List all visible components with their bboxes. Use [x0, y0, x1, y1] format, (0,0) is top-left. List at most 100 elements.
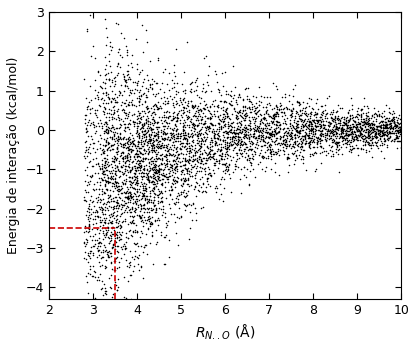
Point [89, 173, 96, 178]
Point [346, 137, 353, 143]
Point [296, 102, 302, 108]
Point [102, 230, 109, 235]
Point [183, 138, 190, 143]
Point [379, 142, 386, 148]
Point [180, 97, 186, 103]
Point [365, 123, 371, 129]
Point [103, 120, 109, 125]
Point [124, 190, 131, 195]
Point [122, 153, 129, 159]
Point [146, 188, 153, 194]
Point [200, 188, 206, 194]
Point [303, 110, 310, 116]
Point [170, 151, 177, 157]
Point [99, 108, 106, 113]
Point [116, 46, 122, 52]
Point [185, 188, 191, 193]
Point [95, 94, 102, 99]
Point [84, 239, 91, 245]
Point [153, 155, 159, 161]
Point [198, 185, 205, 190]
Point [380, 132, 386, 137]
Point [182, 157, 189, 163]
Point [289, 141, 296, 147]
Point [210, 135, 217, 141]
Point [241, 142, 248, 147]
Point [221, 134, 228, 140]
Point [282, 136, 289, 142]
Point [111, 82, 118, 87]
Point [134, 139, 141, 145]
Point [113, 179, 119, 185]
Point [95, 103, 102, 108]
Point [99, 228, 106, 233]
Point [169, 157, 176, 163]
Point [391, 119, 397, 125]
Point [118, 136, 124, 142]
Point [108, 161, 114, 167]
Point [223, 164, 229, 170]
Point [155, 131, 161, 136]
Point [166, 144, 173, 150]
Point [178, 163, 184, 169]
Point [131, 198, 138, 203]
Point [167, 137, 174, 143]
Point [307, 130, 314, 136]
Point [373, 112, 379, 117]
Point [223, 131, 230, 136]
Point [301, 129, 308, 135]
Point [136, 160, 143, 166]
Point [363, 138, 369, 143]
Point [185, 156, 192, 162]
Point [222, 69, 229, 75]
Point [232, 108, 238, 113]
Point [265, 100, 272, 105]
Point [232, 158, 239, 164]
Point [194, 168, 201, 173]
Point [365, 132, 371, 138]
Point [194, 140, 201, 145]
Point [358, 131, 365, 136]
Point [355, 121, 362, 127]
Point [152, 119, 158, 125]
Point [110, 109, 117, 114]
Point [273, 109, 280, 114]
Point [153, 137, 160, 142]
Point [193, 108, 199, 113]
Point [152, 207, 159, 212]
Point [282, 94, 288, 99]
Point [269, 128, 275, 133]
Point [85, 290, 92, 296]
Point [250, 133, 256, 139]
Point [397, 126, 404, 132]
Point [118, 163, 125, 169]
Point [348, 147, 354, 153]
Point [358, 116, 364, 122]
Point [253, 111, 260, 117]
Point [104, 187, 110, 193]
Point [113, 220, 120, 225]
Point [100, 230, 106, 236]
Point [261, 115, 268, 121]
Point [114, 142, 121, 148]
Point [224, 149, 230, 154]
Point [126, 126, 133, 132]
Point [349, 123, 356, 129]
Point [123, 50, 130, 55]
Point [219, 150, 226, 155]
Point [150, 167, 157, 172]
Point [97, 223, 104, 229]
Point [336, 139, 343, 144]
Point [308, 136, 314, 141]
Point [366, 133, 372, 138]
Point [297, 128, 303, 134]
Point [231, 166, 238, 172]
Point [366, 129, 372, 134]
Point [199, 136, 206, 142]
Point [297, 144, 304, 149]
Point [301, 105, 308, 111]
Point [178, 214, 184, 220]
Point [385, 135, 391, 141]
Point [137, 213, 144, 218]
Point [144, 205, 151, 210]
